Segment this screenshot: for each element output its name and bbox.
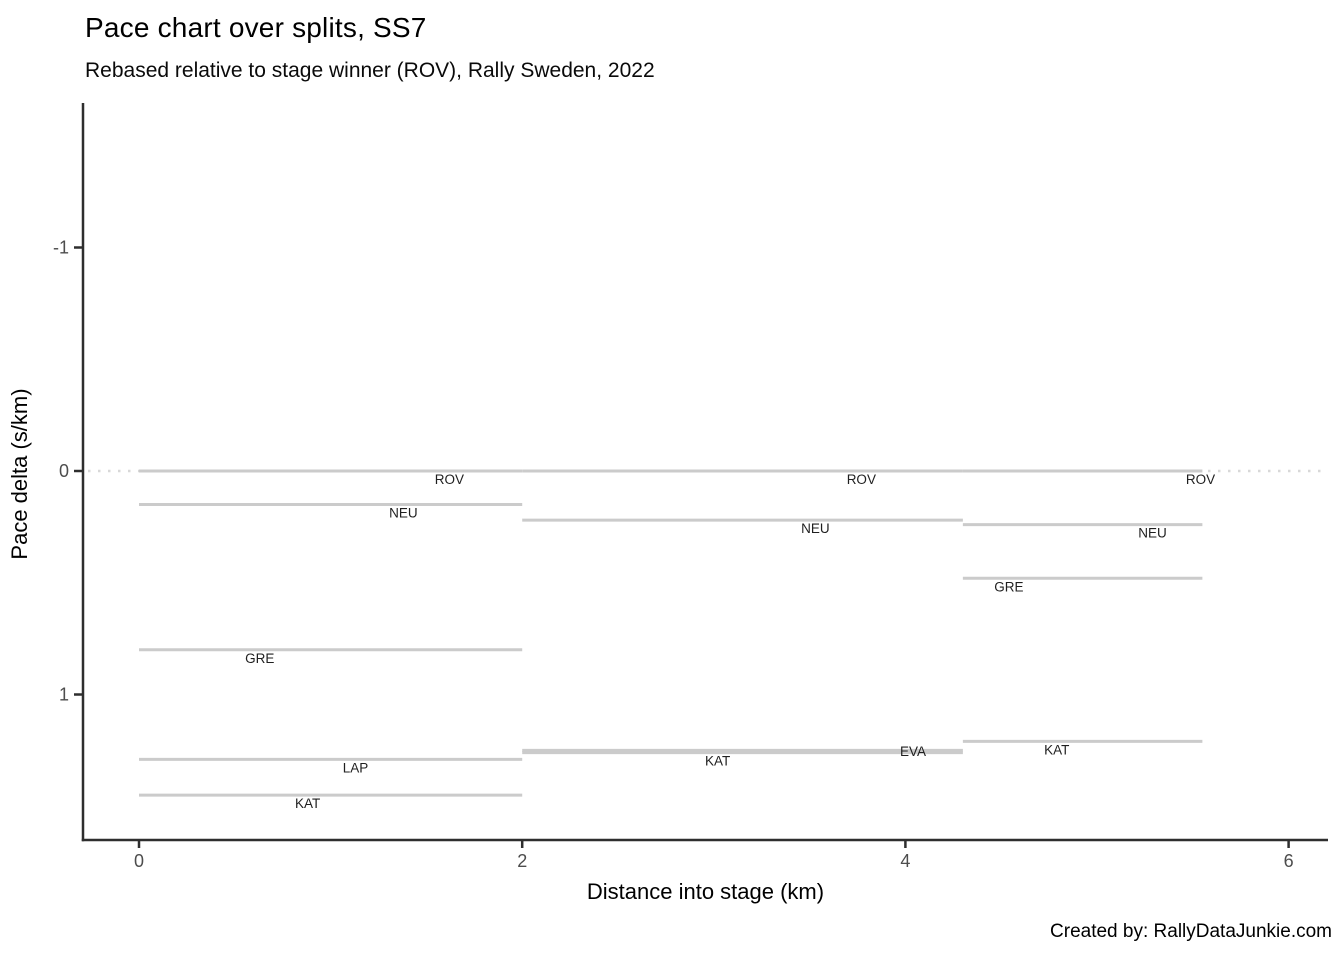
y-tick-label--1: -1 — [53, 238, 69, 258]
driver-label-NEU-2: NEU — [1138, 526, 1167, 541]
x-axis-title: Distance into stage (km) — [586, 879, 825, 904]
driver-label-NEU-1: NEU — [801, 521, 830, 536]
y-axis-title: Pace delta (s/km) — [7, 388, 32, 560]
driver-label-GRE-1: GRE — [994, 579, 1023, 594]
driver-label-GRE-0: GRE — [245, 651, 274, 666]
driver-label-EVA-0: EVA — [900, 744, 926, 759]
x-tick-label-2: 2 — [517, 851, 527, 871]
y-tick-label-0: 0 — [59, 461, 69, 481]
driver-label-LAP-0: LAP — [343, 760, 369, 775]
driver-label-ROV-2: ROV — [1186, 472, 1215, 487]
driver-label-KAT-0: KAT — [295, 796, 320, 811]
x-tick-label-6: 6 — [1284, 851, 1294, 871]
page-title: Pace chart over splits, SS7 — [85, 12, 427, 43]
driver-label-NEU-0: NEU — [389, 506, 418, 521]
driver-label-KAT-2: KAT — [1044, 742, 1069, 757]
driver-label-ROV-1: ROV — [847, 472, 876, 487]
y-tick-label-1: 1 — [59, 685, 69, 705]
driver-label-ROV-0: ROV — [435, 472, 464, 487]
driver-label-KAT-1: KAT — [705, 754, 730, 769]
x-tick-label-4: 4 — [900, 851, 910, 871]
chart-subtitle: Rebased relative to stage winner (ROV), … — [85, 59, 655, 82]
x-tick-label-0: 0 — [134, 851, 144, 871]
credit-text: Created by: RallyDataJunkie.com — [1050, 921, 1332, 942]
